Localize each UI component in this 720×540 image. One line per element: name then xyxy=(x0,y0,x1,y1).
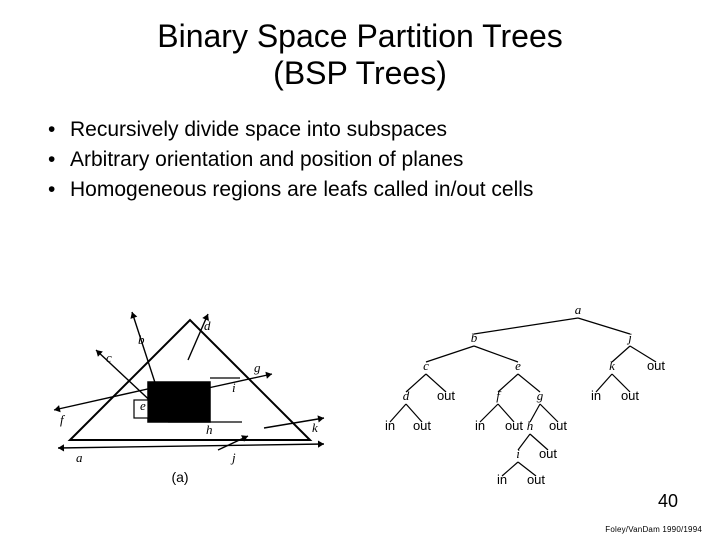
svg-text:b: b xyxy=(138,332,145,347)
bullet-text: Recursively divide space into subspaces xyxy=(70,116,447,144)
svg-text:out: out xyxy=(437,388,455,403)
svg-text:out: out xyxy=(527,472,545,487)
title-line-2: (BSP Trees) xyxy=(0,55,720,92)
svg-text:(a): (a) xyxy=(171,469,188,485)
svg-text:g: g xyxy=(537,388,544,403)
svg-text:h: h xyxy=(206,422,213,437)
svg-text:in: in xyxy=(475,418,485,433)
svg-text:in: in xyxy=(497,472,507,487)
svg-text:j: j xyxy=(230,450,236,465)
partition-diagram: a b c d e f g h i j k (a) xyxy=(40,300,340,495)
figures-area: abcdefghijk(a) abcedoutfginoutinouthouti… xyxy=(0,300,720,490)
svg-text:a: a xyxy=(575,302,582,317)
svg-text:out: out xyxy=(539,446,557,461)
svg-text:k: k xyxy=(609,358,615,373)
svg-text:g: g xyxy=(254,360,261,375)
page-number: 40 xyxy=(658,491,678,512)
bullet-dot: • xyxy=(48,176,70,204)
svg-text:b: b xyxy=(471,330,478,345)
svg-text:i: i xyxy=(516,446,520,461)
svg-text:f: f xyxy=(60,412,66,427)
svg-text:k: k xyxy=(312,420,318,435)
svg-text:h: h xyxy=(527,418,534,433)
slide: Binary Space Partition Trees (BSP Trees)… xyxy=(0,0,720,540)
svg-text:out: out xyxy=(505,418,523,433)
svg-text:e: e xyxy=(515,358,521,373)
svg-text:j: j xyxy=(626,330,632,345)
svg-text:d: d xyxy=(204,318,211,333)
bsp-tree-diagram: abcedoutfginoutinouthoutioutinoutjkoutin… xyxy=(380,300,680,500)
bullet-dot: • xyxy=(48,146,70,174)
svg-text:a: a xyxy=(76,450,83,465)
svg-text:f: f xyxy=(496,388,502,403)
svg-text:d: d xyxy=(403,388,410,403)
svg-text:e: e xyxy=(140,398,146,413)
svg-text:c: c xyxy=(423,358,429,373)
bullet-item: • Recursively divide space into subspace… xyxy=(48,116,720,144)
svg-text:out: out xyxy=(647,358,665,373)
bullet-item: • Arbitrary orientation and position of … xyxy=(48,146,720,174)
credit-line: Foley/VanDam 1990/1994 xyxy=(605,525,702,534)
svg-text:in: in xyxy=(591,388,601,403)
bullet-dot: • xyxy=(48,116,70,144)
svg-text:out: out xyxy=(413,418,431,433)
svg-text:out: out xyxy=(621,388,639,403)
slide-title: Binary Space Partition Trees (BSP Trees) xyxy=(0,0,720,92)
bullet-text: Homogeneous regions are leafs called in/… xyxy=(70,176,533,204)
svg-text:in: in xyxy=(385,418,395,433)
bullet-item: • Homogeneous regions are leafs called i… xyxy=(48,176,720,204)
svg-text:out: out xyxy=(549,418,567,433)
svg-text:c: c xyxy=(106,350,112,365)
svg-text:i: i xyxy=(232,380,236,395)
title-line-1: Binary Space Partition Trees xyxy=(0,18,720,55)
bullet-list: • Recursively divide space into subspace… xyxy=(48,116,720,205)
bullet-text: Arbitrary orientation and position of pl… xyxy=(70,146,463,174)
